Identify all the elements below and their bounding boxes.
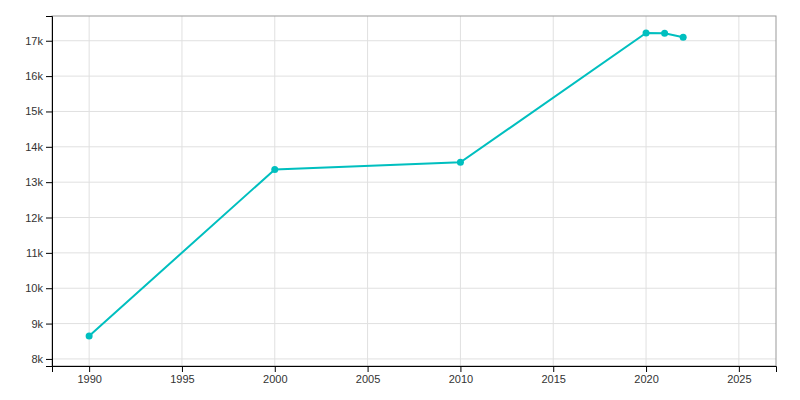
tick-label: 17k [25, 35, 43, 47]
x-axis: 1990 1995 2000 2005 2010 2015 2020 2025 [53, 366, 777, 385]
tick-mark [46, 218, 52, 219]
chart: 1990 1995 2000 2005 2010 2015 2020 2025 8k 9k 10k 1… [0, 0, 800, 400]
tick-mark [275, 366, 276, 372]
grid-line [646, 16, 647, 366]
tick-label: 2020 [634, 373, 658, 385]
tick-label: 12k [25, 212, 43, 224]
grid-line [460, 16, 461, 366]
grid-line [181, 16, 182, 366]
tick-mark [739, 366, 740, 372]
grid-line [367, 16, 368, 366]
tick: 8k [31, 353, 52, 365]
grid-line [52, 358, 776, 359]
point [661, 30, 668, 37]
point [86, 332, 93, 339]
tick-label: 10k [25, 282, 43, 294]
point [271, 166, 278, 173]
tick: 13k [25, 176, 52, 188]
tick-mark [46, 359, 52, 360]
grid-line [553, 16, 554, 366]
point [680, 34, 687, 41]
tick-label: 2000 [263, 373, 287, 385]
series [86, 29, 687, 339]
grid-line [52, 252, 776, 253]
tick-mark [646, 366, 647, 372]
tick-label: 14k [25, 141, 43, 153]
tick: 12k [25, 212, 52, 224]
tick-label: 2015 [541, 373, 565, 385]
tick-mark [46, 182, 52, 183]
tick-mark [46, 253, 52, 254]
tick: 1990 [77, 366, 101, 385]
tick-mark [553, 366, 554, 372]
grid-line [52, 217, 776, 218]
tick-label: 1995 [170, 373, 194, 385]
tick-mark [46, 76, 52, 77]
grid-line [52, 323, 776, 324]
tick-label: 1990 [77, 373, 101, 385]
tick-label: 9k [31, 318, 43, 330]
tick-mark [89, 366, 90, 372]
tick-label: 15k [25, 105, 43, 117]
grid-line [89, 16, 90, 366]
tick-mark [368, 366, 369, 372]
tick-label: 8k [31, 353, 43, 365]
tick: 9k [31, 318, 52, 330]
tick: 1995 [170, 366, 194, 385]
tick: 2015 [541, 366, 565, 385]
grid-line [52, 111, 776, 112]
tick-label: 2010 [449, 373, 473, 385]
tick-mark [46, 111, 52, 112]
point [457, 159, 464, 166]
grid-line [52, 146, 776, 147]
tick-label: 11k [26, 247, 43, 259]
tick: 2005 [356, 366, 380, 385]
tick-mark [46, 324, 52, 325]
tick: 17k [25, 35, 52, 47]
tick-label: 2005 [356, 373, 380, 385]
tick-label: 16k [25, 70, 43, 82]
grid-line [738, 16, 739, 366]
grid-line [52, 40, 776, 41]
tick: 2000 [263, 366, 287, 385]
tick-mark [46, 147, 52, 148]
tick-label: 2025 [727, 373, 751, 385]
tick: 2020 [634, 366, 658, 385]
tick: 16k [25, 70, 52, 82]
grid [52, 16, 776, 366]
tick-mark [46, 288, 52, 289]
plot-frame [52, 16, 776, 366]
tick-mark [46, 41, 52, 42]
tick: 10k [25, 282, 52, 294]
point [643, 29, 650, 36]
tick: 15k [25, 105, 52, 117]
line [89, 33, 683, 336]
tick-mark [460, 366, 461, 372]
tick-label: 13k [25, 176, 43, 188]
grid-line [52, 288, 776, 289]
tick: 14k [25, 141, 52, 153]
axis-line [46, 17, 53, 367]
grid-line [52, 76, 776, 77]
tick: 11k [26, 247, 52, 259]
plot: 1990 1995 2000 2005 2010 2015 2020 2025 8k 9k 10k 1… [25, 16, 776, 385]
tick-mark [182, 366, 183, 372]
y-axis: 8k 9k 10k 11k 12k 13k 14k 15k 16k 17k [25, 17, 52, 367]
tick: 2025 [727, 366, 751, 385]
axis-line [53, 367, 777, 373]
tick: 2010 [449, 366, 473, 385]
grid-line [52, 182, 776, 183]
grid-line [274, 16, 275, 366]
